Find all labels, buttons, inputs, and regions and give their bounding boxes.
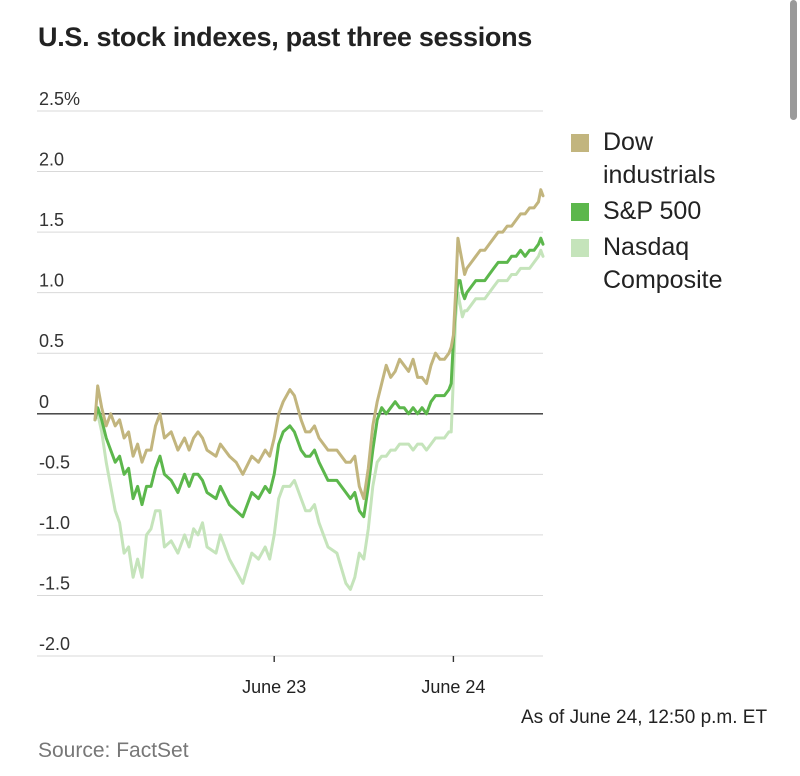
chart-title: U.S. stock indexes, past three sessions (38, 22, 533, 52)
scrollbar[interactable] (790, 0, 797, 120)
y-tick-label: 2.0 (39, 150, 64, 170)
source-note: Source: FactSet (38, 739, 189, 762)
y-tick-label: 1.0 (39, 271, 64, 291)
y-tick-label: -1.0 (39, 513, 70, 533)
grid-lines (37, 110, 543, 657)
legend-label-sp500: S&P 500 (603, 197, 701, 225)
series-line-nasdaq (93, 248, 545, 591)
y-tick-label: 0.5 (39, 331, 64, 351)
legend-swatch-sp500 (571, 203, 589, 221)
x-tick-label: June 24 (421, 677, 485, 697)
series-lines (93, 188, 545, 591)
y-tick-label: 0 (39, 392, 49, 412)
series-line-dow (93, 188, 545, 501)
y-axis: 2.5% 2.0 1.5 1.0 0.5 0 -0.5 -1.0 -1.5 -2.0 (39, 89, 80, 654)
series-line-sp500 (93, 236, 545, 519)
y-tick-label: -2.0 (39, 634, 70, 654)
y-tick-label: -0.5 (39, 452, 70, 472)
y-tick-label: 2.5% (39, 89, 80, 109)
legend: Dow industrials S&P 500 Nasdaq Composite (571, 128, 723, 294)
legend-swatch-dow (571, 134, 589, 152)
legend-label-nasdaq: Nasdaq (603, 233, 689, 261)
y-tick-label: -1.5 (39, 573, 70, 593)
y-tick-label: 1.5 (39, 210, 64, 230)
legend-label-dow: Dow (603, 128, 654, 156)
x-axis: June 23 June 24 (242, 656, 485, 697)
legend-label-dow: industrials (603, 161, 716, 189)
legend-swatch-nasdaq (571, 239, 589, 257)
as-of-note: As of June 24, 12:50 p.m. ET (521, 707, 768, 728)
x-tick-label: June 23 (242, 677, 306, 697)
legend-label-nasdaq: Composite (603, 266, 723, 294)
